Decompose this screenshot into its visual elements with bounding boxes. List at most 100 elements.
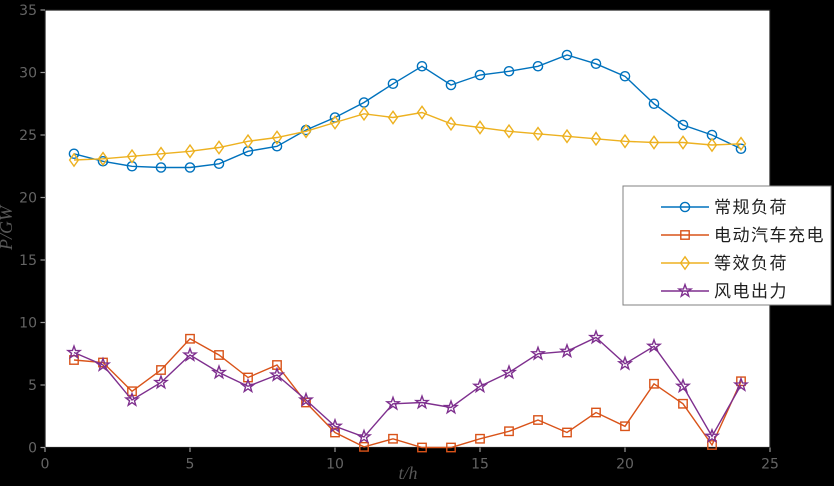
y-tick-label: 5 [28,378,37,394]
square-marker [214,350,224,360]
square-marker [591,407,601,418]
x-tick-label: 0 [41,457,50,473]
square-marker [475,433,485,444]
star-marker [674,377,692,394]
diamond-marker [648,135,660,150]
square-marker [388,433,398,444]
star-marker [297,391,315,407]
diamond-marker [474,120,486,135]
square-marker [359,441,369,452]
square-marker [707,440,717,450]
square-marker [678,398,688,409]
series-line [73,336,742,438]
star-marker [326,417,344,434]
diamond-marker [532,126,544,142]
legend-label: 等效负荷 [714,254,788,273]
circle-marker [503,65,515,77]
y-tick-label: 35 [19,3,37,19]
star-marker [529,345,547,361]
diamond-marker [445,116,457,132]
diamond-marker [358,106,370,122]
star-marker [558,342,576,359]
x-tick-label: 25 [761,457,779,473]
square-marker [417,442,427,453]
star-marker [471,377,489,394]
circle-marker [619,70,631,82]
x-tick-label: 10 [326,457,344,473]
square-marker [649,378,659,389]
square-marker [446,442,456,453]
star-marker [703,427,721,444]
y-tick-label: 0 [28,441,37,457]
diamond-marker [242,133,254,149]
diamond-marker [155,146,167,162]
y-axis-label: P/GW [0,204,16,251]
diamond-marker [677,135,689,150]
star-marker [268,366,286,382]
y-tick-label: 20 [19,191,37,207]
circle-marker [532,60,544,72]
series-4 [65,329,750,444]
star-marker [732,376,750,392]
diamond-marker [300,123,312,139]
star-marker [123,391,141,407]
circle-marker [445,79,457,91]
square-marker [562,427,572,438]
square-marker [620,421,630,432]
circle-marker [590,58,602,70]
x-tick-label: 20 [616,457,634,473]
legend-item: 电动汽车充电 [661,226,824,245]
circle-marker [213,158,225,170]
star-marker [616,355,634,371]
square-marker [185,333,195,344]
circle-marker [155,162,167,173]
star-marker [413,394,431,410]
circle-marker [679,201,691,213]
legend-item: 风电出力 [661,282,788,301]
diamond-marker [416,105,428,120]
x-tick-label: 15 [471,457,489,473]
circle-marker [387,78,399,90]
star-marker [210,364,228,380]
star-marker [355,428,373,444]
star-marker [587,329,605,345]
square-marker [504,426,514,437]
star-marker [442,399,460,415]
diamond-marker [271,130,283,145]
y-tick-label: 25 [19,128,37,144]
circle-marker [271,140,283,152]
square-marker [680,230,690,240]
square-marker [301,397,311,408]
x-tick-label: 5 [186,457,195,473]
diamond-marker [706,137,718,153]
y-tick-label: 10 [19,316,37,332]
diamond-marker [329,115,341,130]
circle-marker [184,162,196,173]
circle-marker [561,49,573,61]
legend-item: 等效负荷 [661,254,788,273]
legend-item: 常规负荷 [661,198,787,217]
diamond-marker [213,140,225,155]
star-marker [500,364,518,380]
series-line [73,337,742,449]
diamond-marker [68,152,80,168]
circle-marker [474,69,486,81]
diamond-marker [97,151,109,167]
diamond-marker [679,255,691,271]
star-marker [181,346,199,362]
legend-label: 风电出力 [714,282,788,301]
circle-marker [68,148,80,160]
star-marker [65,344,83,360]
y-tick-label: 30 [19,66,37,82]
x-axis-label: t/h [398,463,417,483]
circle-marker [416,60,428,72]
circle-marker [677,119,689,131]
diamond-marker [126,148,138,164]
diamond-marker [561,128,573,144]
series-3 [68,105,747,168]
star-marker [384,395,402,411]
diamond-marker [590,131,602,147]
star-marker [676,282,694,298]
star-marker [645,337,663,354]
